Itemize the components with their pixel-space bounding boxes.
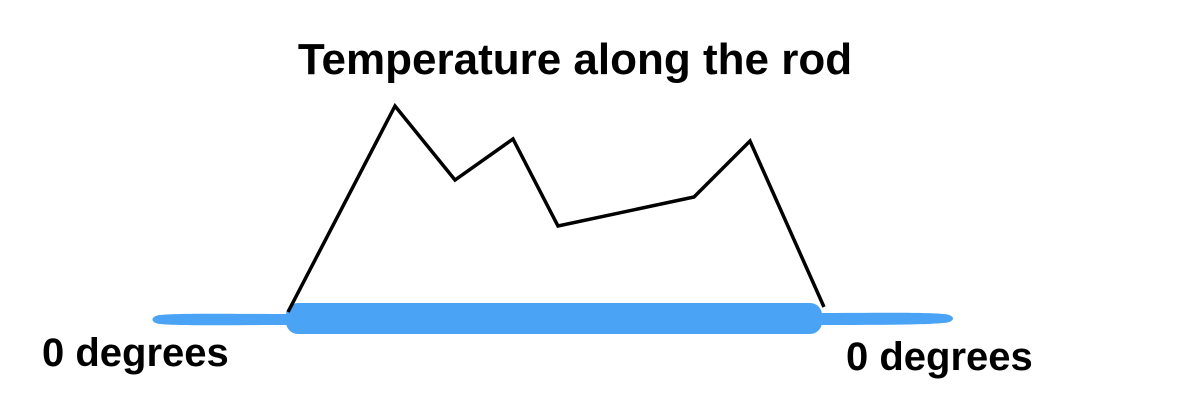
diagram-title: Temperature along the rod [297, 35, 853, 84]
rod-body [286, 303, 822, 334]
right-end-label: 0 degrees [846, 335, 1033, 379]
temperature-curve [286, 102, 826, 313]
rod-left-end [152, 313, 292, 326]
rod-right-end [815, 312, 953, 325]
left-end-label: 0 degrees [42, 331, 229, 375]
